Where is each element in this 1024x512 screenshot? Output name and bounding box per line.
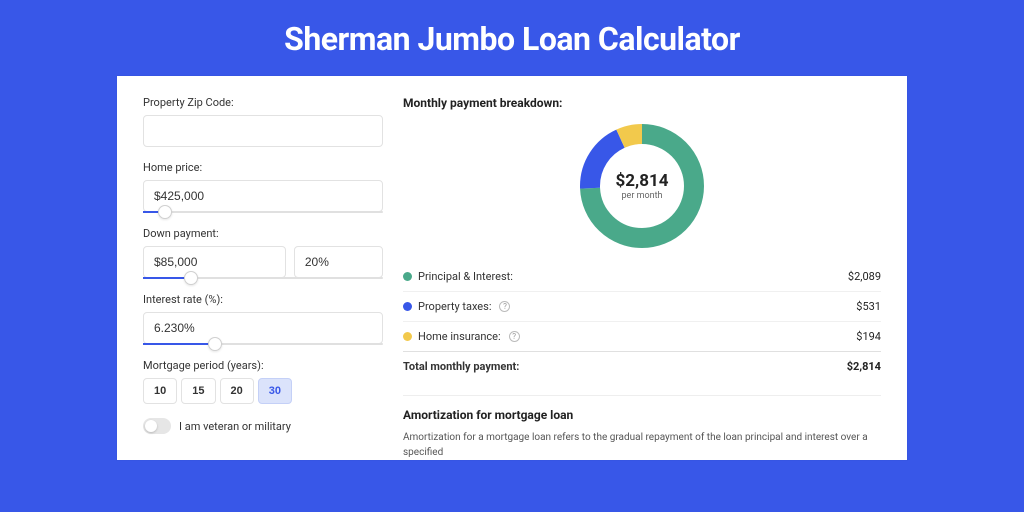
amortization-heading: Amortization for mortgage loan <box>403 408 881 422</box>
zip-field-group: Property Zip Code: <box>143 96 383 147</box>
period-button-30[interactable]: 30 <box>258 378 292 404</box>
calculator-card: Property Zip Code: Home price: Down paym… <box>117 76 907 460</box>
down-payment-label: Down payment: <box>143 227 383 240</box>
home-price-field-group: Home price: <box>143 161 383 213</box>
breakdown-value: $194 <box>856 330 881 343</box>
down-payment-slider[interactable] <box>143 277 383 279</box>
home-price-input[interactable] <box>143 180 383 212</box>
down-payment-amount-input[interactable] <box>143 246 286 278</box>
down-payment-percent-input[interactable] <box>294 246 383 278</box>
period-button-20[interactable]: 20 <box>220 378 254 404</box>
breakdown-label: Home insurance: <box>418 330 501 343</box>
inputs-column: Property Zip Code: Home price: Down paym… <box>143 96 383 460</box>
interest-rate-field-group: Interest rate (%): <box>143 293 383 345</box>
donut-center: $2,814 per month <box>616 171 669 201</box>
help-icon[interactable]: ? <box>509 331 520 342</box>
total-label: Total monthly payment: <box>403 360 519 373</box>
total-row: Total monthly payment: $2,814 <box>403 351 881 381</box>
page-title: Sherman Jumbo Loan Calculator <box>0 0 1024 76</box>
interest-rate-input[interactable] <box>143 312 383 344</box>
period-button-10[interactable]: 10 <box>143 378 177 404</box>
interest-rate-slider-thumb[interactable] <box>208 337 222 351</box>
breakdown-row: Principal & Interest: $2,089 <box>403 262 881 291</box>
veteran-toggle-row: I am veteran or military <box>143 418 383 434</box>
interest-rate-label: Interest rate (%): <box>143 293 383 306</box>
amortization-section: Amortization for mortgage loan Amortizat… <box>403 395 881 460</box>
breakdown-value: $2,089 <box>848 270 881 283</box>
breakdown-label: Property taxes: <box>418 300 491 313</box>
breakdown-heading: Monthly payment breakdown: <box>403 96 881 110</box>
home-price-slider-thumb[interactable] <box>158 205 172 219</box>
results-column: Monthly payment breakdown: $2,814 per mo… <box>403 96 881 460</box>
zip-label: Property Zip Code: <box>143 96 383 109</box>
veteran-toggle-label: I am veteran or military <box>179 420 291 433</box>
down-payment-slider-thumb[interactable] <box>184 271 198 285</box>
home-price-slider[interactable] <box>143 211 383 213</box>
breakdown-row: Property taxes:? $531 <box>403 291 881 321</box>
mortgage-period-label: Mortgage period (years): <box>143 359 383 372</box>
breakdown-rows: Principal & Interest: $2,089 Property taxe… <box>403 262 881 351</box>
veteran-toggle[interactable] <box>143 418 171 434</box>
down-payment-field-group: Down payment: <box>143 227 383 279</box>
donut-chart-wrap: $2,814 per month <box>403 116 881 262</box>
veteran-toggle-knob <box>145 420 157 432</box>
swatch-icon <box>403 302 412 311</box>
swatch-icon <box>403 332 412 341</box>
period-button-15[interactable]: 15 <box>181 378 215 404</box>
total-value: $2,814 <box>847 360 881 373</box>
mortgage-period-buttons: 10152030 <box>143 378 383 404</box>
home-price-label: Home price: <box>143 161 383 174</box>
donut-sub: per month <box>616 191 669 201</box>
help-icon[interactable]: ? <box>499 301 510 312</box>
mortgage-period-field-group: Mortgage period (years): 10152030 <box>143 359 383 404</box>
breakdown-label: Principal & Interest: <box>418 270 513 283</box>
interest-rate-slider[interactable] <box>143 343 383 345</box>
breakdown-value: $531 <box>856 300 881 313</box>
swatch-icon <box>403 272 412 281</box>
donut-amount: $2,814 <box>616 171 669 191</box>
amortization-text: Amortization for a mortgage loan refers … <box>403 430 881 460</box>
donut-chart: $2,814 per month <box>580 124 704 248</box>
breakdown-row: Home insurance:? $194 <box>403 321 881 351</box>
zip-input[interactable] <box>143 115 383 147</box>
